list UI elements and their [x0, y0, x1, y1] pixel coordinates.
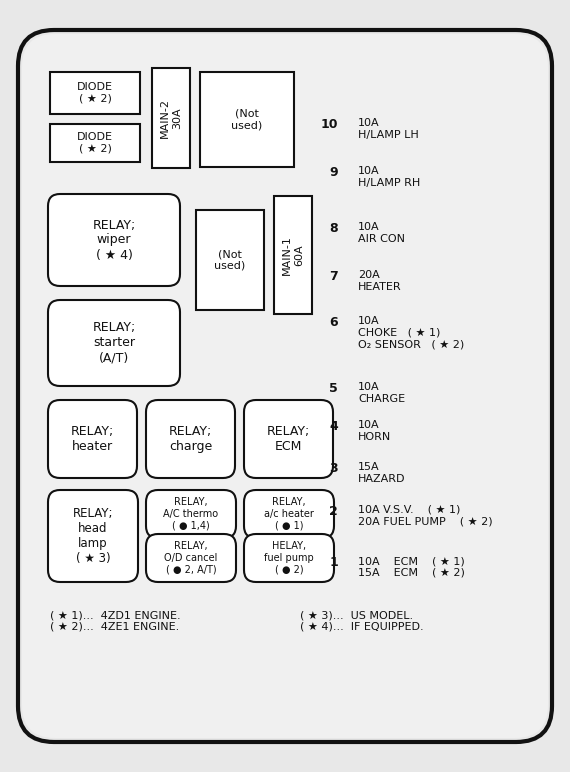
Text: 10A
H/LAMP LH: 10A H/LAMP LH: [358, 118, 419, 140]
Text: 10A
H/LAMP RH: 10A H/LAMP RH: [358, 166, 420, 188]
Bar: [196, 210, 264, 310]
FancyBboxPatch shape: [244, 534, 334, 582]
FancyBboxPatch shape: [146, 490, 236, 538]
Text: HELAY,
fuel pump
( ● 2): HELAY, fuel pump ( ● 2): [264, 541, 314, 574]
Text: 5: 5: [329, 382, 338, 395]
FancyBboxPatch shape: [48, 194, 180, 286]
Text: MAIN-1
60A: MAIN-1 60A: [282, 235, 304, 275]
FancyBboxPatch shape: [146, 400, 235, 478]
Text: 4: 4: [329, 420, 338, 433]
Text: RELAY,
a/c heater
( ● 1): RELAY, a/c heater ( ● 1): [264, 497, 314, 530]
Text: 20A
HEATER: 20A HEATER: [358, 270, 402, 292]
Text: MAIN-2
30A: MAIN-2 30A: [160, 98, 182, 138]
FancyBboxPatch shape: [22, 34, 548, 738]
Text: RELAY;
wiper
( ★ 4): RELAY; wiper ( ★ 4): [92, 218, 136, 262]
FancyBboxPatch shape: [48, 490, 138, 582]
Text: DIODE
( ★ 2): DIODE ( ★ 2): [77, 132, 113, 154]
Text: 10A
AIR CON: 10A AIR CON: [358, 222, 405, 244]
FancyBboxPatch shape: [244, 490, 334, 538]
Text: ( ★ 1)...  4ZD1 ENGINE.
( ★ 2)...  4ZE1 ENGINE.: ( ★ 1)... 4ZD1 ENGINE. ( ★ 2)... 4ZE1 EN…: [50, 610, 181, 631]
Text: 3: 3: [329, 462, 338, 475]
FancyBboxPatch shape: [48, 300, 180, 386]
Text: 6: 6: [329, 316, 338, 329]
Text: ( ★ 3)...  US MODEL.
( ★ 4)...  IF EQUIPPED.: ( ★ 3)... US MODEL. ( ★ 4)... IF EQUIPPE…: [300, 610, 424, 631]
Text: 10A    ECM    ( ★ 1)
15A    ECM    ( ★ 2): 10A ECM ( ★ 1) 15A ECM ( ★ 2): [358, 556, 465, 577]
Text: RELAY;
heater: RELAY; heater: [71, 425, 114, 453]
Text: 10A V.S.V.    ( ★ 1)
20A FUEL PUMP    ( ★ 2): 10A V.S.V. ( ★ 1) 20A FUEL PUMP ( ★ 2): [358, 505, 492, 527]
Text: (Not
used): (Not used): [231, 109, 263, 130]
Bar: [50, 72, 140, 114]
FancyBboxPatch shape: [146, 534, 236, 582]
Text: DIODE
( ★ 2): DIODE ( ★ 2): [77, 82, 113, 103]
Text: 10A
CHOKE   ( ★ 1)
O₂ SENSOR   ( ★ 2): 10A CHOKE ( ★ 1) O₂ SENSOR ( ★ 2): [358, 316, 464, 349]
Bar: [200, 72, 294, 167]
Text: RELAY,
O/D cancel
( ● 2, A/T): RELAY, O/D cancel ( ● 2, A/T): [164, 541, 218, 574]
Text: 10A
HORN: 10A HORN: [358, 420, 391, 442]
Bar: [274, 196, 312, 314]
Text: 15A
HAZARD: 15A HAZARD: [358, 462, 405, 483]
Text: RELAY,
A/C thermo
( ● 1,4): RELAY, A/C thermo ( ● 1,4): [164, 497, 218, 530]
Text: 9: 9: [329, 166, 338, 179]
FancyBboxPatch shape: [244, 400, 333, 478]
Text: 10: 10: [320, 118, 338, 131]
Bar: [50, 124, 140, 162]
Bar: [152, 68, 190, 168]
Text: 8: 8: [329, 222, 338, 235]
FancyBboxPatch shape: [48, 400, 137, 478]
Text: 10A
CHARGE: 10A CHARGE: [358, 382, 405, 404]
Text: RELAY;
ECM: RELAY; ECM: [267, 425, 310, 453]
Text: (Not
used): (Not used): [214, 249, 246, 271]
Text: 2: 2: [329, 505, 338, 518]
Text: RELAY;
charge: RELAY; charge: [169, 425, 212, 453]
Text: 7: 7: [329, 270, 338, 283]
Text: 1: 1: [329, 556, 338, 569]
FancyBboxPatch shape: [18, 30, 552, 742]
Text: RELAY;
head
lamp
( ★ 3): RELAY; head lamp ( ★ 3): [73, 507, 113, 565]
Text: RELAY;
starter
(A/T): RELAY; starter (A/T): [92, 321, 136, 364]
